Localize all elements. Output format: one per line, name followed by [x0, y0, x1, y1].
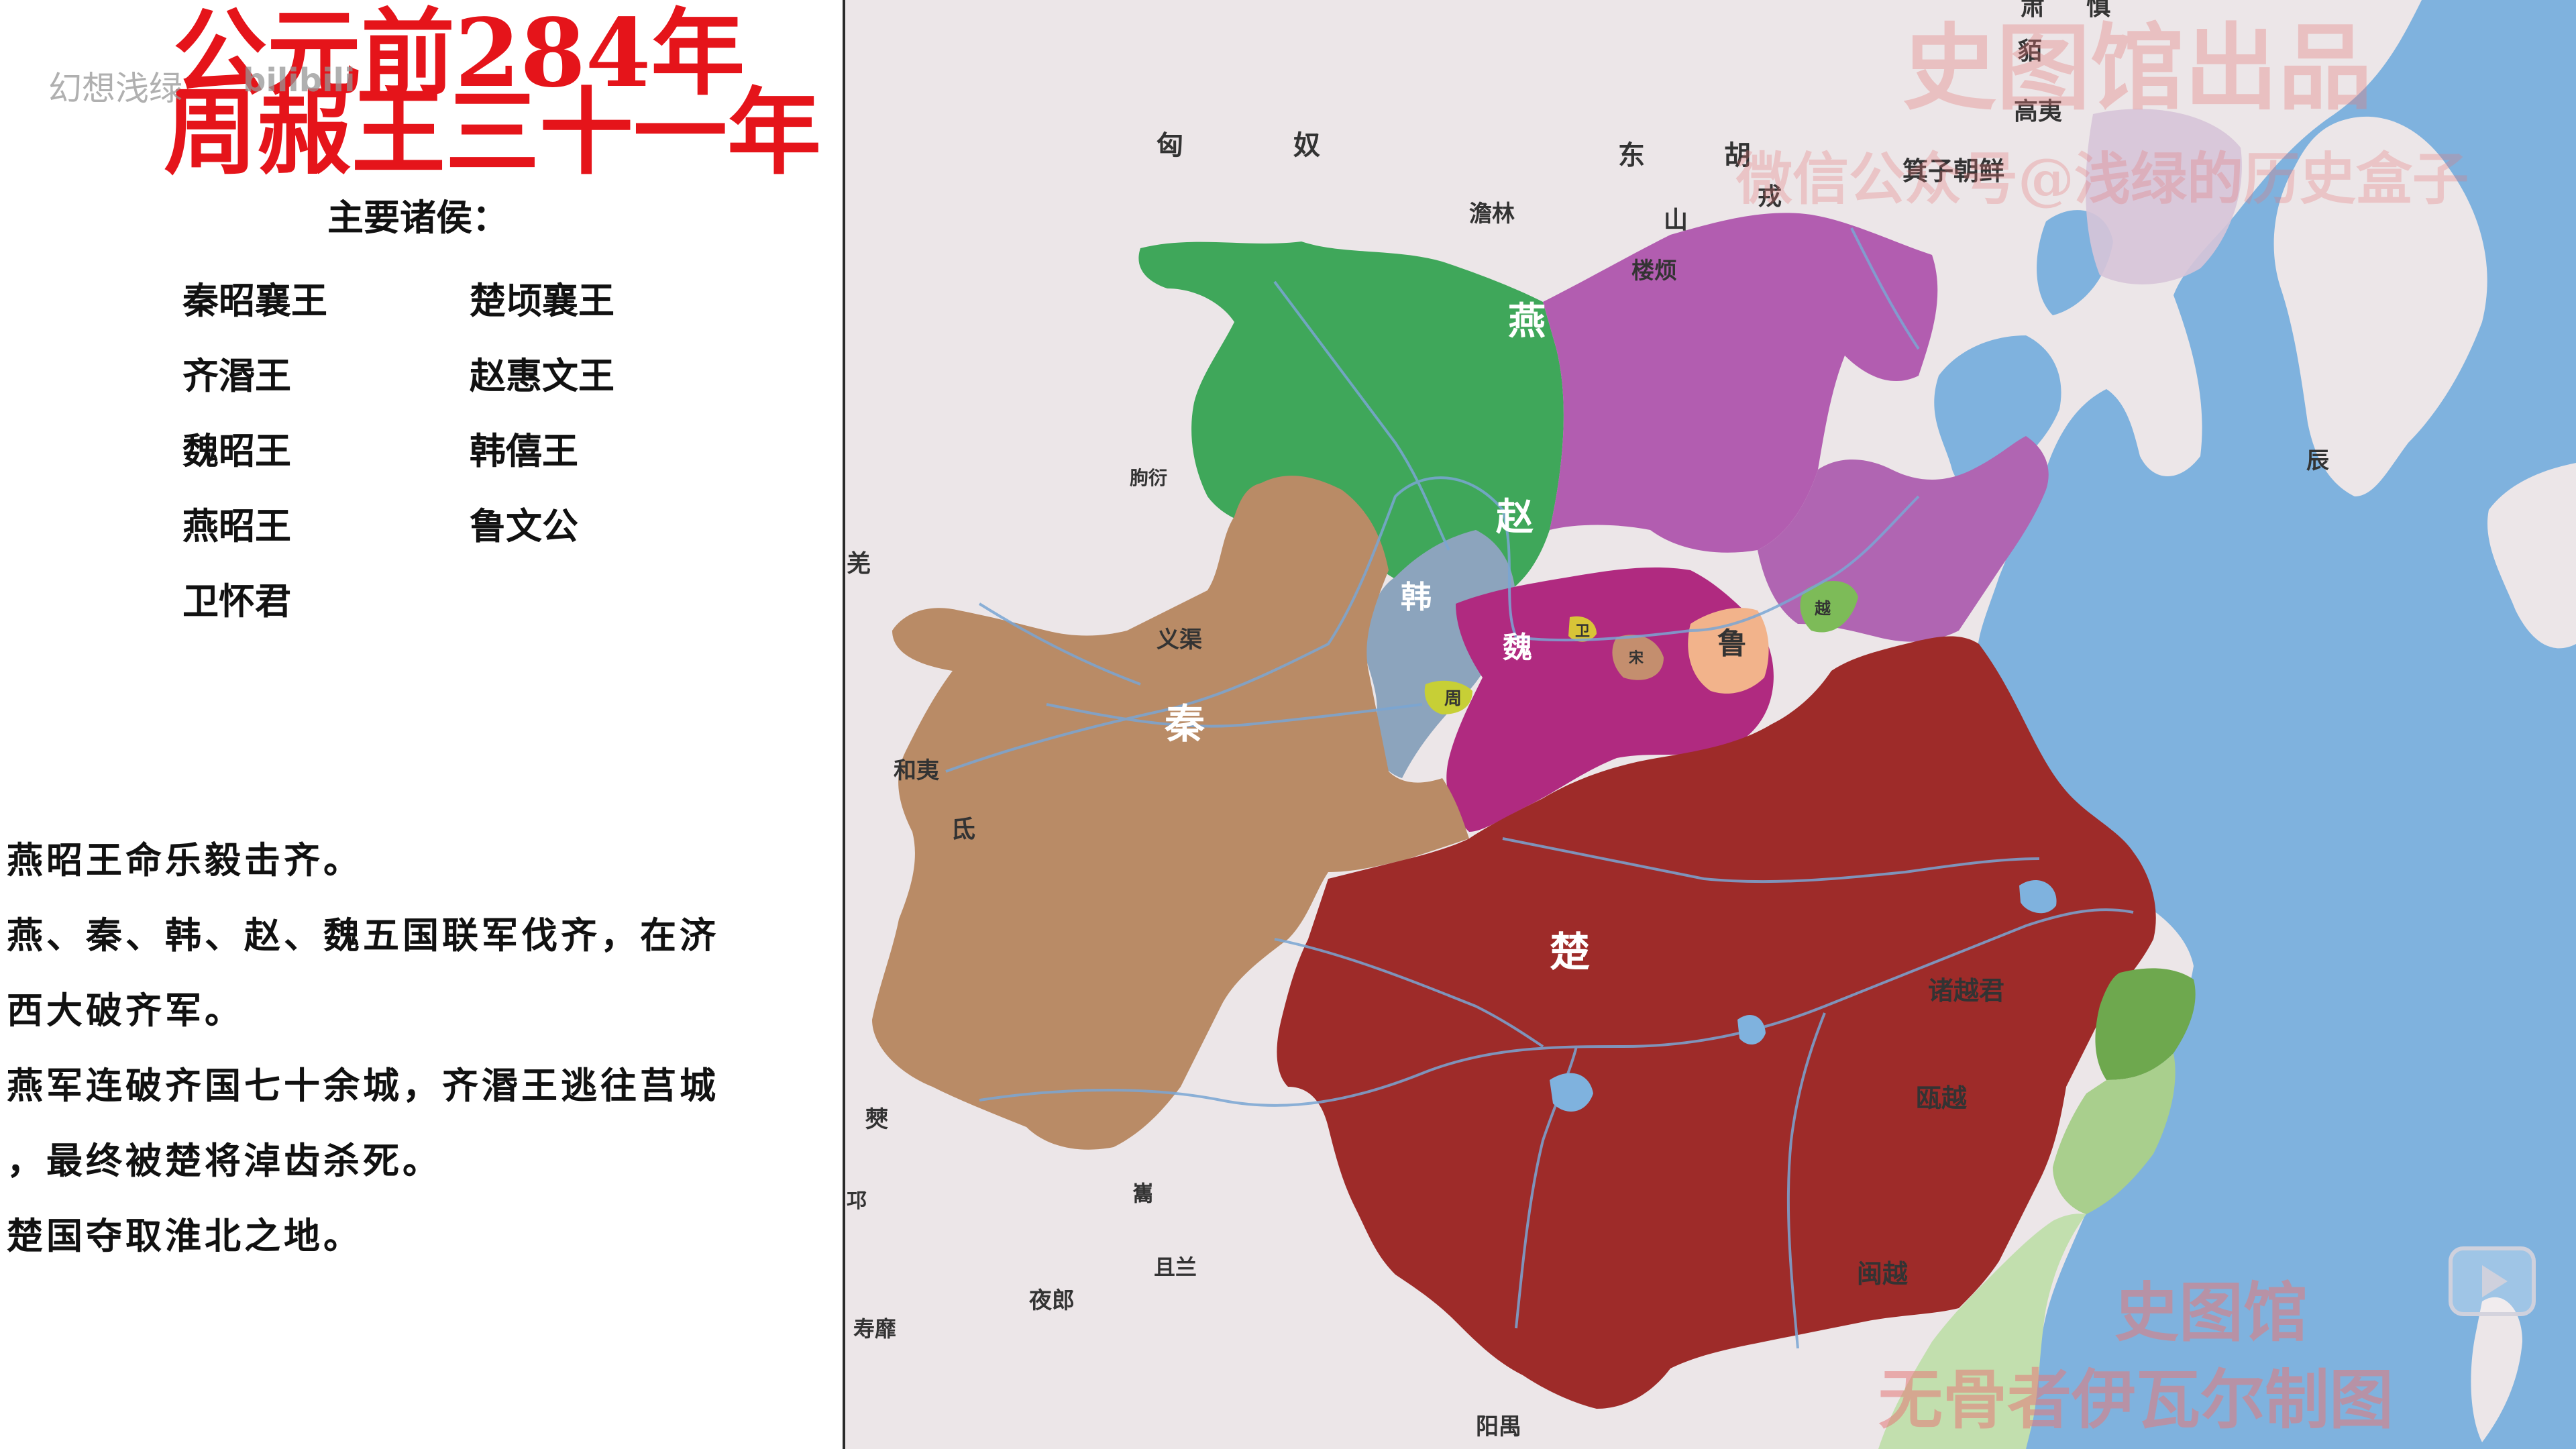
lord-name: 楚顷襄王	[470, 279, 614, 322]
event-line: ，最终被楚将淖齿杀死。	[7, 1139, 442, 1182]
lord-name: 鲁文公	[470, 504, 578, 547]
event-line: 燕军连破齐国七十余城，齐湣王逃往莒城	[7, 1064, 719, 1107]
map-label: 氐	[951, 815, 975, 843]
state-label: 魏	[1503, 631, 1532, 665]
gojoseon-region	[2086, 109, 2242, 284]
map-label: 慎	[2086, 0, 2110, 21]
han-river	[1274, 938, 1544, 1048]
wechat-watermark: 微信公众号@浅绿的历史盒子	[1735, 146, 2469, 212]
event-line: 楚国夺取淮北之地。	[7, 1214, 363, 1257]
ouyue-region	[2053, 1053, 2176, 1214]
map-label: 卫	[1575, 623, 1590, 640]
reign-title: 周赧王三十一年	[164, 78, 822, 188]
yellow-river	[945, 476, 1920, 773]
map-label: 夜郎	[1028, 1287, 1075, 1314]
map-label: 东	[1618, 140, 1645, 171]
event-description: 燕昭王命乐毅击齐。 燕、秦、韩、赵、魏五国联军伐齐，在济 西大破齐军。 燕军连破…	[7, 822, 836, 1273]
qin-territory	[872, 476, 1469, 1150]
map-label: 肃	[2021, 0, 2045, 21]
gan-river	[1786, 1012, 1826, 1349]
minyue-region	[1878, 1214, 2086, 1449]
map-label: 周	[1444, 689, 1462, 709]
zhou-territory	[1424, 680, 1472, 714]
event-line: 燕、秦、韩、赵、魏五国联军伐齐，在济	[7, 914, 719, 957]
liao-river	[1850, 227, 1920, 350]
map-label: 匈	[1157, 129, 1183, 161]
uploader-watermark: 幻想浅绿	[48, 69, 182, 108]
lord-name: 韩僖王	[470, 429, 578, 472]
year-title: 公元前284年	[173, 0, 745, 109]
map-label: 奴	[1293, 129, 1320, 161]
lord-name: 赵惠文王	[470, 354, 614, 397]
map-label: 僰	[865, 1106, 888, 1133]
author-watermark: 无骨者伊瓦尔制图	[1878, 1362, 2394, 1438]
korean-peninsula	[2273, 116, 2487, 496]
state-label: 鲁	[1717, 627, 1747, 661]
wey-territory	[1568, 616, 1597, 642]
song-territory	[1612, 635, 1664, 680]
yue-enclave	[1800, 581, 1858, 633]
lords-heading: 主要诸侯：	[327, 196, 508, 239]
chu-territory	[1277, 636, 2156, 1409]
zhuyue-territory	[2095, 968, 2196, 1080]
state-label: 秦	[1164, 701, 1205, 748]
historical-map: 东 胡 肃 慎 貊 高夷 匈 奴 澹林 山 戎 箕子朝鲜 楼烦 辰 朐衍 羌 义…	[845, 0, 2576, 1449]
wei-river	[1046, 703, 1423, 728]
north-river	[1273, 280, 1450, 551]
map-label: 宋	[1629, 649, 1644, 667]
japan-island	[2487, 463, 2576, 649]
map-label: 邛	[847, 1189, 867, 1213]
taiwan-island	[2471, 1297, 2522, 1442]
map-label: 朐衍	[1130, 467, 1167, 489]
state-label: 韩	[1401, 579, 1432, 615]
poyang-lake	[1737, 1014, 1766, 1045]
map-label: 辰	[2306, 447, 2329, 474]
producer-watermark: 史图馆出品	[1902, 13, 2372, 123]
map-label: 寿靡	[853, 1316, 896, 1342]
jing-river	[978, 602, 1141, 686]
event-line: 西大破齐军。	[7, 989, 244, 1032]
map-label: 诸越君	[1928, 975, 2004, 1006]
huai-river	[1502, 837, 2040, 883]
map-label: 澹林	[1469, 201, 1515, 227]
studio-watermark: 史图馆	[2114, 1275, 2308, 1350]
map-label: 和夷	[894, 757, 939, 784]
yangtze-river	[979, 908, 2134, 1107]
map-label: 高夷	[2014, 97, 2062, 125]
lord-name: 秦昭襄王	[182, 279, 327, 322]
yan-territory	[1543, 213, 1938, 553]
map-label: 楼烦	[1631, 258, 1677, 284]
taihu-lake	[2019, 879, 2057, 914]
map-label: 巂	[1132, 1181, 1154, 1206]
map-label: 阳禺	[1476, 1413, 1521, 1440]
state-label: 燕	[1508, 299, 1546, 343]
state-label: 赵	[1496, 495, 1534, 539]
map-label: 貊	[2018, 37, 2042, 65]
lord-name: 燕昭王	[182, 504, 291, 547]
map-label: 瓯越	[1916, 1083, 1968, 1113]
panel-divider	[843, 0, 845, 1449]
map-label: 胡	[1724, 140, 1751, 171]
map-label: 箕子朝鲜	[1902, 156, 2004, 186]
info-panel: 公元前284年 周赧王三十一年 幻想浅绿 bilibili 主要诸侯： 秦昭襄王…	[0, 0, 843, 1449]
map-label: 戎	[1758, 182, 1782, 211]
map-label: 义渠	[1157, 627, 1202, 653]
event-line: 燕昭王命乐毅击齐。	[7, 839, 363, 881]
lord-name: 魏昭王	[182, 429, 291, 472]
map-label: 羌	[847, 549, 871, 578]
lord-name: 卫怀君	[182, 580, 291, 623]
play-icon[interactable]	[2449, 1246, 2536, 1316]
map-label: 山	[1664, 206, 1688, 234]
map-label: 且兰	[1154, 1254, 1197, 1280]
lord-name: 齐湣王	[182, 354, 291, 397]
map-label: 闽越	[1857, 1258, 1909, 1289]
map-label: 越	[1815, 598, 1831, 618]
bilibili-logo: bilibili	[243, 62, 356, 99]
han-territory	[1362, 530, 1516, 778]
state-label: 楚	[1550, 929, 1590, 976]
dongting-lake	[1550, 1073, 1593, 1112]
